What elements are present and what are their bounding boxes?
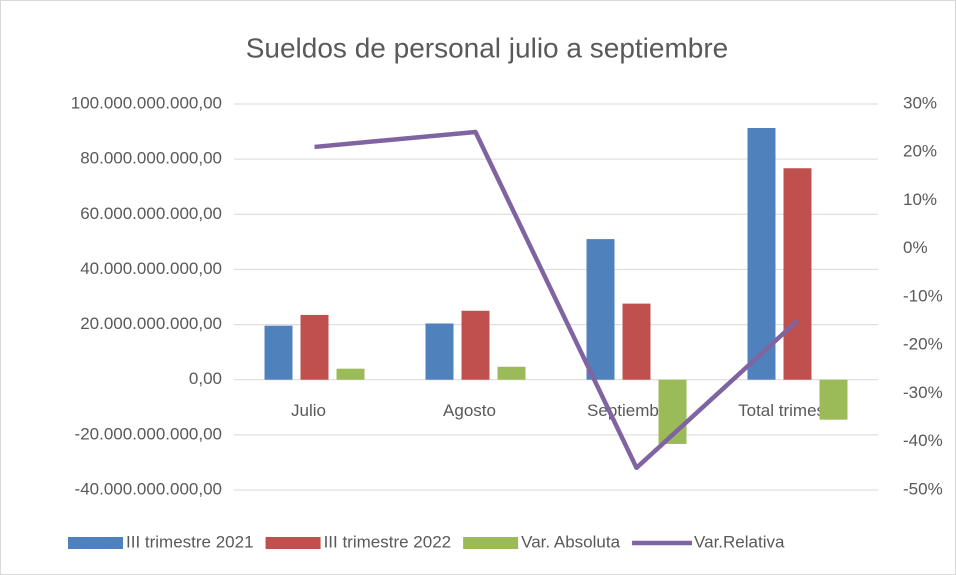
bar <box>300 314 329 380</box>
legend-label: III trimestre 2022 <box>324 532 452 551</box>
bar <box>586 239 615 380</box>
bar <box>425 323 454 380</box>
x-tick-label: Total trimestre <box>738 401 845 420</box>
y2-tick-label: -20% <box>903 335 943 354</box>
x-tick-label: Julio <box>291 401 326 420</box>
bar <box>336 368 365 380</box>
y2-tick-label: -10% <box>903 286 943 305</box>
y2-tick-label: 30% <box>903 93 937 112</box>
y-tick-label: 60.000.000.000,00 <box>80 204 222 223</box>
line-series <box>314 129 800 471</box>
legend-swatch <box>463 537 519 549</box>
y-tick-label: -40.000.000.000,00 <box>75 479 222 498</box>
legend-label: III trimestre 2021 <box>126 532 254 551</box>
bar <box>264 325 293 380</box>
y-tick-label: 20.000.000.000,00 <box>80 314 222 333</box>
y-tick-label: 80.000.000.000,00 <box>80 149 222 168</box>
bar <box>497 366 526 380</box>
legend-swatch <box>265 537 321 549</box>
y2-tick-label: -30% <box>903 383 943 402</box>
legend-label: Var.Relativa <box>694 532 785 551</box>
bar <box>747 127 776 380</box>
x-tick-label: Agosto <box>443 401 496 420</box>
y2-tick-label: 10% <box>903 190 937 209</box>
legend-swatch <box>68 537 123 549</box>
bar <box>819 379 848 420</box>
y-tick-label: 0,00 <box>189 369 222 388</box>
bar <box>461 310 490 380</box>
bar <box>783 168 812 380</box>
y-tick-label: 100.000.000.000,00 <box>71 93 222 112</box>
y2-tick-label: -40% <box>903 431 943 450</box>
y2-tick-label: 20% <box>903 142 937 161</box>
y2-tick-label: -50% <box>903 479 943 498</box>
y-tick-label: -20.000.000.000,00 <box>75 424 222 443</box>
legend-label: Var. Absoluta <box>521 532 620 551</box>
bar <box>622 303 651 380</box>
y2-tick-label: 0% <box>903 238 928 257</box>
chart-title: Sueldos de personal julio a septiembre <box>246 32 729 63</box>
y-tick-label: 40.000.000.000,00 <box>80 259 222 278</box>
